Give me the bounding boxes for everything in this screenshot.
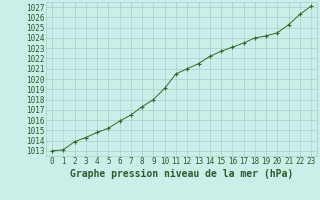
X-axis label: Graphe pression niveau de la mer (hPa): Graphe pression niveau de la mer (hPa) <box>70 169 293 179</box>
